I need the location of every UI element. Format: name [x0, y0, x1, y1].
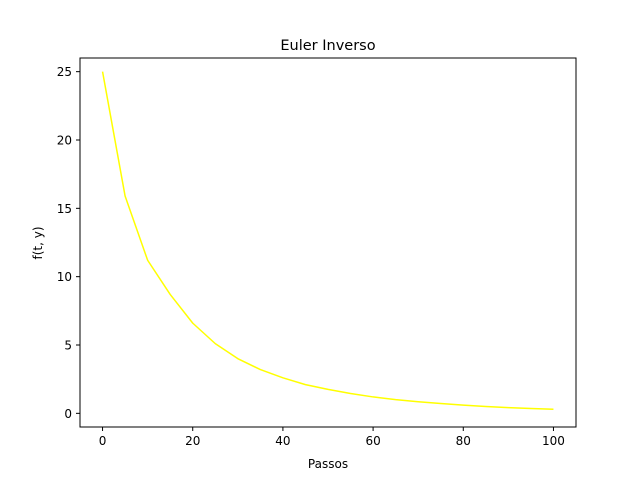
x-tick-label: 100 [542, 434, 565, 448]
y-axis-label: f(t, y) [31, 226, 45, 259]
y-tick-label: 20 [57, 134, 72, 148]
y-tick-label: 15 [57, 202, 72, 216]
y-tick-label: 25 [57, 65, 72, 79]
x-tick-label: 20 [185, 434, 200, 448]
y-tick-label: 0 [64, 407, 72, 421]
x-tick-label: 0 [99, 434, 107, 448]
axes-frame [79, 57, 577, 428]
x-tick-label: 40 [275, 434, 290, 448]
x-tick-label: 80 [456, 434, 471, 448]
series-line-0 [101, 71, 554, 410]
y-tick-label: 5 [64, 339, 72, 353]
x-axis-label: Passos [308, 457, 348, 471]
y-tick-label: 10 [57, 270, 72, 284]
plot-area [101, 71, 554, 410]
x-tick-label: 60 [365, 434, 380, 448]
chart-title: Euler Inverso [280, 38, 375, 54]
